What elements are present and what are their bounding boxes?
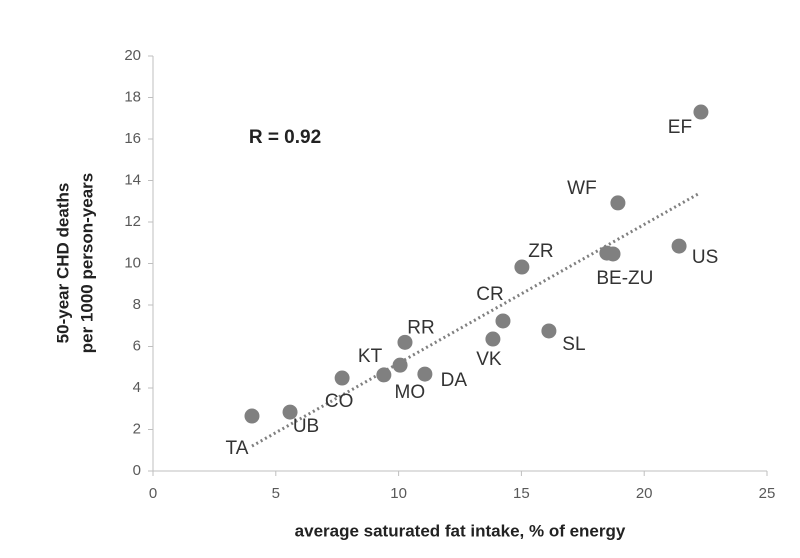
point-label: DA <box>441 370 468 391</box>
point <box>495 313 511 329</box>
y-tick-label: 8 <box>133 296 141 313</box>
y-tick-label: 4 <box>133 379 141 396</box>
point <box>417 366 433 382</box>
point <box>514 259 530 275</box>
point-label: CR <box>476 284 503 305</box>
point <box>334 370 350 386</box>
point-label: RR <box>407 317 434 338</box>
y-tick-label: 16 <box>124 130 141 147</box>
point <box>671 238 687 254</box>
point-label: KT <box>358 346 383 367</box>
point-label: WF <box>567 178 597 199</box>
point-label: SL <box>562 334 585 355</box>
point <box>376 367 392 383</box>
point-label: MO <box>395 382 426 403</box>
x-tick-label: 10 <box>390 485 407 502</box>
point <box>541 323 557 339</box>
y-tick-label: 6 <box>133 337 141 354</box>
point <box>397 334 413 350</box>
point <box>693 104 709 120</box>
y-tick-label: 14 <box>124 171 141 188</box>
x-tick-label: 0 <box>149 485 157 502</box>
point <box>282 404 298 420</box>
point-label: VK <box>476 349 502 370</box>
x-tick-label: 5 <box>272 485 280 502</box>
point-label: CO <box>325 391 354 412</box>
y-tick-label: 2 <box>133 420 141 437</box>
point-label: US <box>692 247 718 268</box>
y-tick-label: 0 <box>133 462 141 479</box>
x-tick-label: 25 <box>759 485 776 502</box>
point <box>610 195 626 211</box>
y-tick-label: 12 <box>124 213 141 230</box>
point <box>485 331 501 347</box>
point-label: UB <box>293 416 319 437</box>
annotation: R = 0.92 <box>249 127 321 148</box>
point-label: TA <box>226 438 249 459</box>
y-tick-label: 20 <box>124 47 141 64</box>
x-tick-label: 20 <box>636 485 653 502</box>
point-label: BE-ZU <box>596 268 653 289</box>
x-axis-title: average saturated fat intake, % of energ… <box>295 521 626 540</box>
y-tick-label: 18 <box>124 88 141 105</box>
point-label: EF <box>668 117 692 138</box>
point <box>244 408 260 424</box>
trend-line <box>251 191 701 448</box>
y-tick-label: 10 <box>124 254 141 271</box>
y-axis-title: per 1000 person-years <box>77 173 96 354</box>
point <box>605 246 621 262</box>
point <box>392 357 408 373</box>
point-label: ZR <box>528 241 553 262</box>
y-axis-title: 50-year CHD deaths <box>53 183 72 344</box>
x-tick-label: 15 <box>513 485 530 502</box>
